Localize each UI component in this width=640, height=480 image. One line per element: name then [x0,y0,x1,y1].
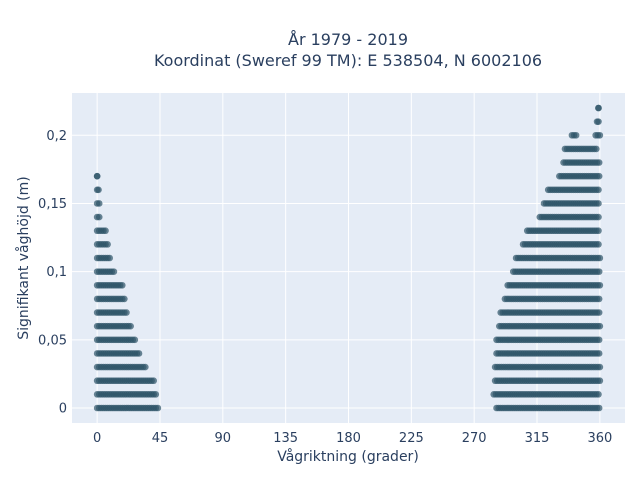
data-point [127,322,134,330]
x-tick-label: 270 [462,431,487,446]
data-point [596,322,604,330]
data-point [595,295,603,303]
data-point [595,172,603,180]
data-point [152,391,160,398]
data-point [121,295,128,303]
data-point [596,254,604,262]
y-tick-label: 0,05 [38,333,67,348]
data-point [595,391,602,398]
data-point [595,186,602,194]
data-point [593,145,600,153]
y-axis-title: Signifikant våghöjd (m) [15,176,32,339]
data-point [131,336,139,344]
data-point [595,118,602,125]
x-tick-label: 225 [399,431,424,446]
data-point [596,131,604,139]
data-point [150,377,157,385]
data-point [596,363,604,371]
y-axis-ticks: 0 0,05 0,1 0,15 0,2 [38,129,67,417]
y-tick-label: 0,1 [46,265,67,280]
data-point [102,227,109,235]
x-tick-label: 45 [152,431,169,446]
chart-title-line-1: År 1979 - 2019 [288,30,408,49]
data-point [118,281,126,289]
data-point [595,104,602,112]
x-axis-title: Vågriktning (grader) [277,448,419,465]
data-point [595,309,603,316]
x-tick-label: 135 [273,431,298,446]
data-point [595,200,602,207]
data-point [123,309,130,316]
data-point [595,350,603,357]
y-tick-label: 0,15 [38,197,67,212]
x-tick-label: 180 [336,431,361,446]
data-point [595,227,602,235]
data-point [595,213,602,221]
x-tick-label: 90 [215,431,232,446]
data-point [93,172,101,180]
y-tick-label: 0,2 [46,129,67,144]
x-tick-label: 0 [93,431,101,446]
chart-title-line-2: Koordinat (Sweref 99 TM): E 538504, N 60… [154,51,542,70]
data-point [110,268,118,275]
data-point [595,241,602,248]
y-tick-label: 0 [59,402,67,417]
data-point [572,131,580,139]
data-point [95,200,103,207]
data-point [596,377,604,385]
data-point [135,350,143,357]
data-point [595,159,603,166]
data-point [595,268,603,275]
x-tick-label: 315 [525,431,550,446]
x-axis-ticks: 0 45 90 135 180 225 270 315 360 [93,431,612,446]
data-point [596,281,604,289]
data-point [142,363,149,371]
data-point [104,241,111,248]
data-point [595,404,603,412]
data-point [595,336,603,344]
data-point [154,404,162,412]
data-point [95,186,102,194]
data-point [95,213,103,221]
data-point [106,254,113,262]
scatter-points [93,104,604,412]
x-tick-label: 360 [587,431,612,446]
